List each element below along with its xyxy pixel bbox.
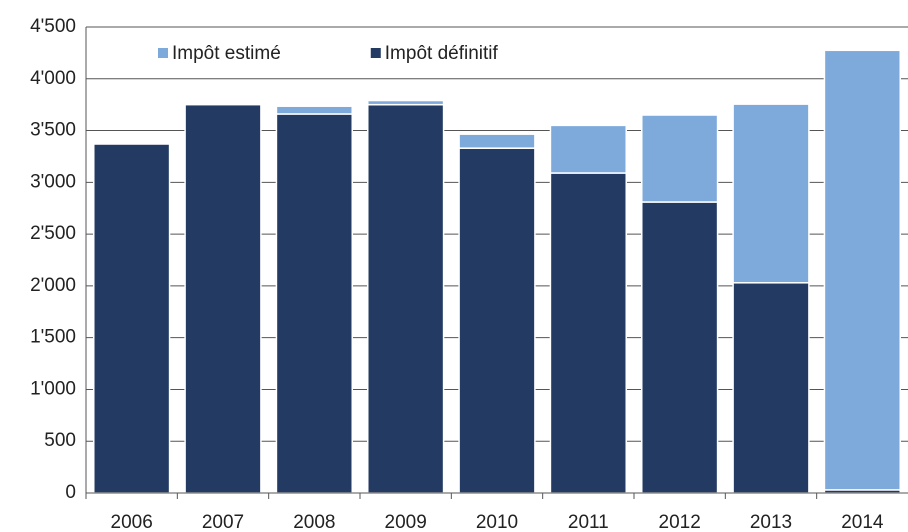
bar-segment	[93, 143, 171, 494]
x-tick-label: 2010	[476, 512, 518, 532]
y-tick-label: 1'000	[30, 378, 76, 399]
y-tick-label: 1'500	[30, 327, 76, 348]
legend-label: Impôt définitif	[385, 43, 499, 64]
bar-segment	[458, 147, 536, 494]
x-tick-label: 2007	[202, 512, 244, 532]
x-tick-label: 2012	[659, 512, 701, 532]
x-tick-label: 2006	[111, 512, 153, 532]
bar-segment	[458, 133, 536, 149]
bar-segment	[549, 124, 627, 174]
legend-swatch	[158, 48, 168, 58]
bar-segment	[549, 172, 627, 494]
legend-swatch	[370, 48, 381, 58]
bar-segment	[732, 103, 810, 284]
bar-segment	[275, 113, 353, 494]
x-tick-label: 2008	[293, 512, 335, 532]
x-tick-label: 2014	[841, 512, 884, 532]
y-tick-label: 2'500	[30, 223, 76, 244]
bar-segment	[184, 103, 262, 494]
x-tick-label: 2011	[568, 512, 609, 532]
y-tick-label: 2'000	[30, 275, 76, 296]
bar-segment	[823, 49, 901, 491]
bar-segment	[367, 99, 445, 106]
y-tick-label: 4'000	[30, 68, 76, 89]
x-tick-label: 2009	[385, 512, 427, 532]
bar-segment	[367, 103, 445, 494]
x-tick-label: 2013	[750, 512, 792, 532]
bar-segment	[641, 114, 719, 203]
y-tick-label: 3'500	[30, 120, 76, 141]
bar-segment	[732, 282, 810, 494]
y-tick-label: 500	[44, 430, 76, 451]
bar-segment	[275, 105, 353, 115]
y-tick-label: 4'500	[30, 16, 76, 37]
y-tick-label: 0	[65, 482, 76, 503]
legend-label: Impôt estimé	[172, 43, 281, 64]
bar-segment	[641, 201, 719, 494]
y-tick-label: 3'000	[30, 171, 76, 192]
